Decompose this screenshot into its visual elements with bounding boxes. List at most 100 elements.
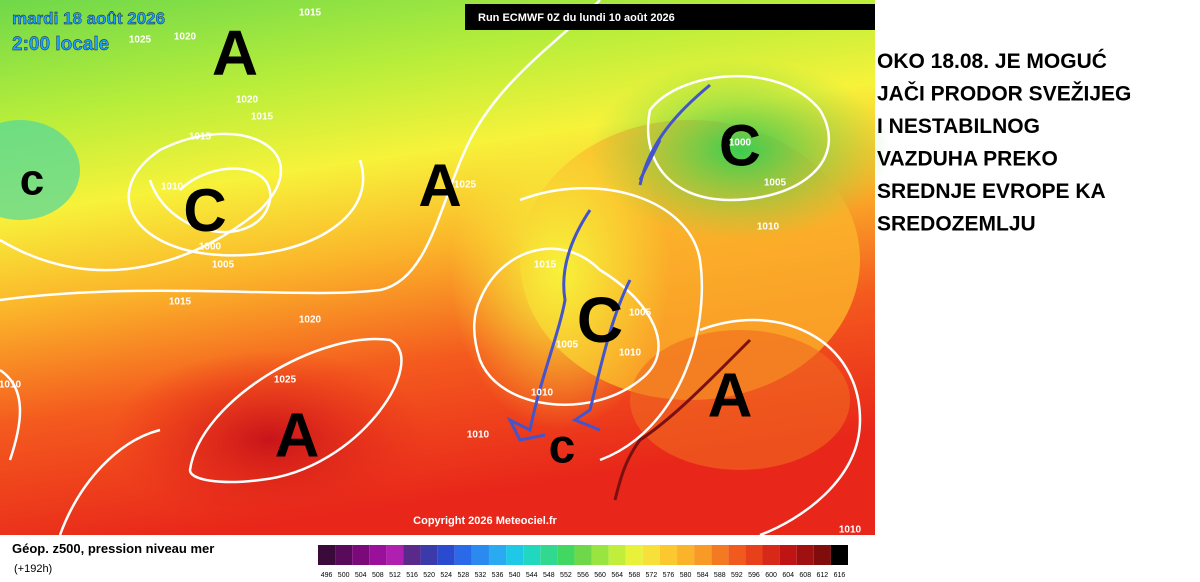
scale-swatch [335, 545, 353, 565]
pressure-center: A [708, 361, 753, 430]
isobar-label: 1025 [454, 180, 477, 191]
pressure-center: C [183, 177, 226, 244]
pressure-center: A [212, 17, 258, 89]
time-label: 2:00 locale [12, 34, 109, 55]
scale-label: 584 [697, 572, 709, 579]
scale-label: 508 [372, 572, 384, 579]
date-label: mardi 18 août 2026 [12, 9, 165, 28]
scale-label: 524 [440, 572, 452, 579]
isobar-label: 1025 [129, 35, 152, 46]
scale-label: 544 [526, 572, 538, 579]
pressure-center: A [418, 152, 461, 219]
scale-label: 520 [423, 572, 435, 579]
scale-swatch [437, 545, 455, 565]
scale-label: 564 [611, 572, 623, 579]
isobar-label: 1020 [236, 95, 259, 106]
scale-label: 560 [594, 572, 606, 579]
scale-label: 612 [817, 572, 829, 579]
scale-swatch [352, 545, 370, 565]
pressure-center: C [719, 113, 761, 178]
run-box [465, 4, 875, 30]
copyright: Copyright 2026 Meteociel.fr [413, 515, 557, 527]
scale-label: 540 [509, 572, 521, 579]
scale-label: 552 [560, 572, 572, 579]
scale-label: 532 [475, 572, 487, 579]
pressure-center: A [275, 401, 320, 470]
scale-swatch [779, 545, 797, 565]
scale-swatch [506, 545, 524, 565]
scale-swatch [420, 545, 438, 565]
isobar-label: 1015 [251, 112, 274, 123]
annotation-line: I NESTABILNOG [877, 115, 1040, 138]
isobar-label: 1015 [189, 132, 212, 143]
scale-label: 568 [628, 572, 640, 579]
scale-label: 504 [355, 572, 367, 579]
annotation-line: JAČI PRODOR SVEŽIJEG [877, 82, 1131, 106]
annotation-line: OKO 18.08. JE MOGUĆ [877, 49, 1107, 73]
scale-swatch [369, 545, 387, 565]
scale-swatch [403, 545, 421, 565]
isobar-label: 1005 [556, 340, 579, 351]
scale-label: 616 [834, 572, 846, 579]
scale-label: 600 [765, 572, 777, 579]
scale-label: 496 [321, 572, 333, 579]
scale-swatch [830, 545, 848, 565]
scale-label: 500 [338, 572, 350, 579]
scale-swatch [454, 545, 472, 565]
isobar-label: 1000 [199, 242, 222, 253]
scale-swatch [677, 545, 695, 565]
scale-label: 512 [389, 572, 401, 579]
isobar-label: 1010 [619, 348, 642, 359]
scale-swatch [318, 545, 336, 565]
isobar-label: 1010 [161, 182, 184, 193]
scale-swatch [471, 545, 489, 565]
pressure-center: c [549, 421, 576, 474]
scale-swatch [659, 545, 678, 565]
isobar-label: 1005 [764, 178, 787, 189]
scale-label: 604 [782, 572, 794, 579]
scale-label: 556 [577, 572, 589, 579]
isobar-label: 1010 [757, 222, 780, 233]
isobar-label: 1010 [0, 380, 22, 391]
isobar-label: 1015 [299, 8, 322, 19]
scale-swatch [813, 545, 831, 565]
isobar-label: 1000 [729, 138, 752, 149]
scale-label: 536 [492, 572, 504, 579]
pressure-center: c [20, 156, 44, 205]
scale-label: 528 [457, 572, 469, 579]
scale-swatch [642, 545, 660, 565]
isobar-label: 1010 [531, 388, 554, 399]
isobar-label: 1015 [534, 260, 557, 271]
scale-label: 576 [663, 572, 675, 579]
map: A Cc A C A A Cc 1015 1020 1025 1020 1015 1015 1010 10… [0, 0, 890, 537]
scale-label: 548 [543, 572, 555, 579]
annotation-line: SREDOZEMLJU [877, 213, 1036, 236]
scale-swatch [762, 545, 780, 565]
isobar-label: 1020 [299, 315, 322, 326]
annotation-line: VAZDUHA PREKO [877, 148, 1058, 171]
scale-swatch [523, 545, 541, 565]
scale-swatch [694, 545, 712, 565]
scale-swatch [591, 545, 609, 565]
scale-swatch [557, 545, 575, 565]
scale-swatch [488, 545, 507, 565]
isobar-label: 1010 [839, 525, 862, 536]
isobar-label: 1005 [629, 308, 652, 319]
scale-label: 596 [748, 572, 760, 579]
pressure-center: C [577, 284, 623, 356]
scale-swatch [540, 545, 558, 565]
scale-swatch [608, 545, 626, 565]
scale-swatch [796, 545, 814, 565]
scale-label: 580 [680, 572, 692, 579]
legend-subtitle: (+192h) [14, 563, 52, 575]
isobar-label: 1020 [174, 32, 197, 43]
scale-swatch [711, 545, 729, 565]
scale-label: 588 [714, 572, 726, 579]
scale-swatch [386, 545, 404, 565]
annotation-line: SREDNJE EVROPE KA [877, 180, 1106, 203]
scale-swatch [728, 545, 746, 565]
scale-label: 516 [406, 572, 418, 579]
isobar-label: 1010 [467, 430, 490, 441]
legend-title: Géop. z500, pression niveau mer [12, 541, 214, 556]
